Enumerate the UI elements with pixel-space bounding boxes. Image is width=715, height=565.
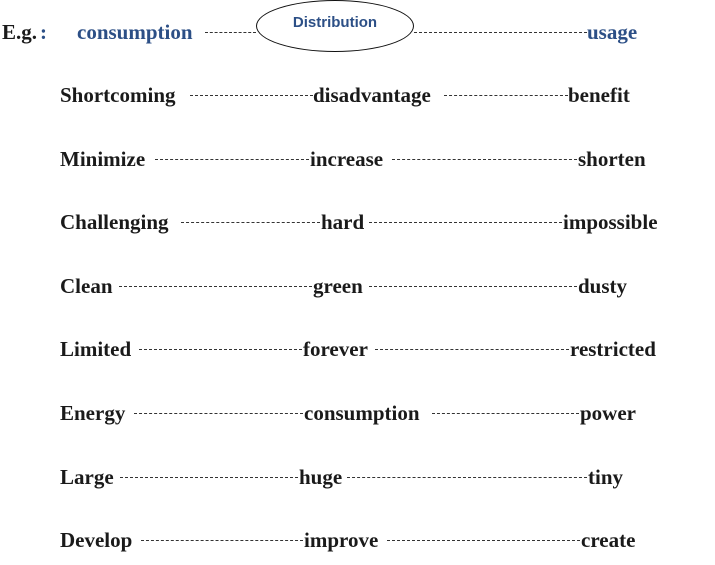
row-right-word: restricted — [570, 337, 656, 361]
row-middle-word: increase — [310, 147, 384, 171]
row-connector-left — [119, 286, 312, 287]
row-connector-right — [432, 413, 579, 414]
example-center-word: Distribution — [292, 14, 378, 31]
row-connector-left — [155, 159, 309, 160]
example-colon: : — [40, 20, 47, 44]
word-row: Develop improve create — [0, 525, 715, 555]
row-right-word: shorten — [578, 147, 646, 171]
row-middle-word: huge — [299, 465, 343, 489]
example-right-word: usage — [587, 20, 638, 44]
row-middle-word: hard — [321, 210, 365, 234]
row-connector-left — [181, 222, 320, 223]
row-middle-word: forever — [303, 337, 368, 361]
word-row: Challenging hard impossible — [0, 207, 715, 237]
row-middle-word: improve — [304, 528, 379, 552]
row-connector-left — [134, 413, 303, 414]
row-right-word: impossible — [563, 210, 658, 234]
row-connector-left — [141, 540, 303, 541]
word-row: Limited forever restricted — [0, 334, 715, 364]
row-connector-right — [387, 540, 580, 541]
row-left-word: Clean — [60, 274, 113, 298]
row-connector-right — [375, 349, 569, 350]
row-middle-word: consumption — [304, 401, 420, 425]
row-middle-word: green — [313, 274, 363, 298]
row-connector-left — [139, 349, 302, 350]
row-connector-left — [120, 477, 298, 478]
row-right-word: benefit — [568, 83, 630, 107]
row-right-word: power — [580, 401, 636, 425]
row-right-word: dusty — [578, 274, 628, 298]
row-connector-right — [444, 95, 568, 96]
row-middle-word: disadvantage — [313, 83, 431, 107]
row-connector-left — [190, 95, 313, 96]
row-connector-right — [392, 159, 577, 160]
row-connector-right — [347, 477, 587, 478]
row-left-word: Shortcoming — [60, 83, 176, 107]
example-left-word: consumption — [77, 20, 193, 44]
row-connector-right — [369, 222, 562, 223]
word-row: Shortcoming disadvantage benefit — [0, 80, 715, 110]
example-row: E.g. : consumption usage — [0, 17, 715, 47]
example-connector-left — [205, 32, 256, 33]
word-row: Clean green dusty — [0, 271, 715, 301]
row-connector-right — [369, 286, 577, 287]
example-connector-right — [414, 32, 587, 33]
word-row: Minimize increase shorten — [0, 144, 715, 174]
row-left-word: Develop — [60, 528, 133, 552]
row-left-word: Minimize — [60, 147, 146, 171]
word-row: Energy consumption power — [0, 398, 715, 428]
row-left-word: Limited — [60, 337, 132, 361]
row-right-word: create — [581, 528, 636, 552]
row-right-word: tiny — [588, 465, 624, 489]
example-answer-oval: Distribution — [256, 0, 414, 52]
example-label: E.g. — [2, 20, 38, 44]
row-left-word: Large — [60, 465, 114, 489]
row-left-word: Energy — [60, 401, 126, 425]
word-row: Large huge tiny — [0, 462, 715, 492]
row-left-word: Challenging — [60, 210, 169, 234]
